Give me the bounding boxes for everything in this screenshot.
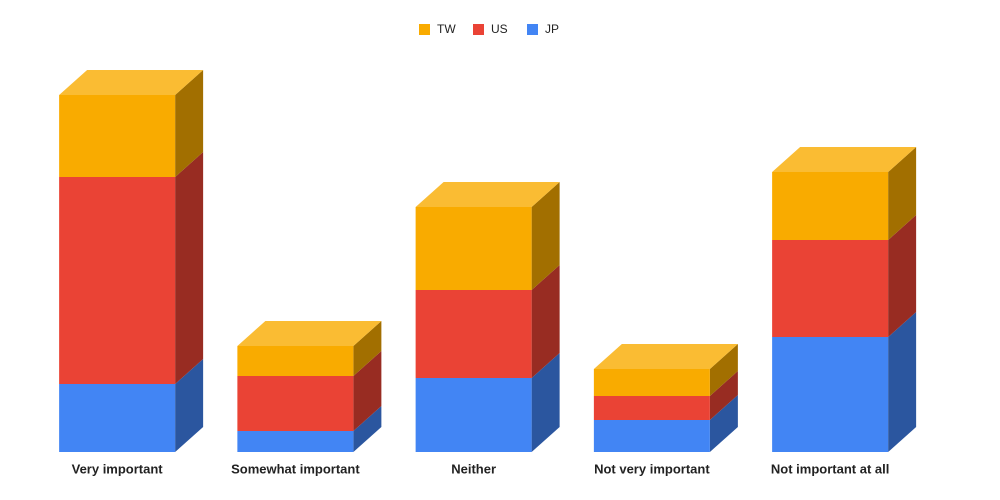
bar (593, 369, 710, 396)
legend-swatch (473, 24, 484, 35)
bar-side (531, 353, 560, 452)
x-tick-label: Somewhat important (231, 461, 360, 476)
bar-side (175, 359, 204, 452)
legend-label: JP (545, 22, 559, 36)
bar (59, 384, 176, 452)
x-tick-label: Not important at all (771, 461, 889, 476)
bar (772, 172, 889, 240)
bar (59, 177, 176, 384)
bar-side (353, 406, 382, 452)
bar (593, 396, 710, 420)
x-tick-label: Neither (451, 461, 496, 476)
legend-swatch (527, 24, 538, 35)
bar (415, 378, 532, 452)
bar-top (593, 344, 738, 369)
legend-swatch (419, 24, 430, 35)
bar (593, 420, 710, 452)
x-tick-label: Very important (72, 461, 164, 476)
bar-side (709, 395, 738, 452)
legend-label: TW (437, 22, 456, 36)
bar-top (772, 147, 917, 172)
bar-top (237, 321, 382, 346)
bar (237, 376, 354, 431)
bar-side (709, 344, 738, 396)
bar-side (353, 321, 382, 376)
bar-side (531, 265, 560, 378)
bar (772, 240, 889, 337)
bar (237, 346, 354, 376)
bar-side (709, 371, 738, 420)
bar (415, 290, 532, 378)
bar-side (175, 70, 204, 177)
bar-side (175, 152, 204, 384)
bar (59, 95, 176, 177)
bar-side (888, 312, 917, 452)
bar (772, 337, 889, 452)
bar-side (888, 215, 917, 337)
bar-side (888, 147, 917, 240)
bar-side (531, 182, 560, 290)
bar-top (415, 182, 560, 207)
bar-side (353, 351, 382, 431)
bar (237, 431, 354, 452)
legend-label: US (491, 22, 508, 36)
x-tick-label: Not very important (594, 461, 710, 476)
bar-top (59, 70, 204, 95)
bar (415, 207, 532, 290)
